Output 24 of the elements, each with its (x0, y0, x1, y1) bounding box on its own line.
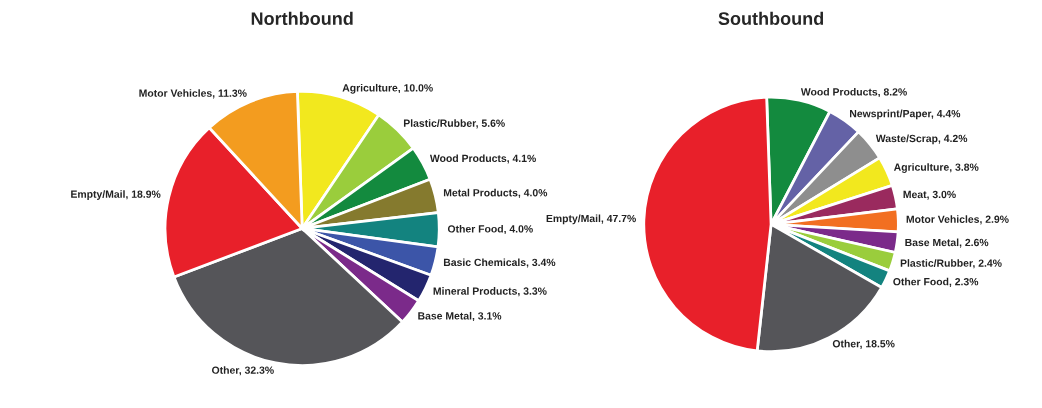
slice-label: Metal Products, 4.0% (443, 188, 548, 198)
slice-label: Motor Vehicles, 2.9% (906, 215, 1009, 225)
slice-label: Mineral Products, 3.3% (433, 287, 547, 297)
slice-label: Agriculture, 10.0% (342, 83, 433, 94)
chart-title: Northbound (251, 11, 353, 25)
slice-label: Agriculture, 3.8% (893, 163, 979, 173)
chart-title: Southbound (718, 11, 824, 25)
slice-label: Waste/Scrap, 4.2% (875, 134, 968, 145)
slice-label: Base Metal, 3.1% (418, 311, 502, 322)
slice-label: Base Metal, 2.6% (905, 238, 989, 248)
slice-label: Other, 32.3% (212, 366, 274, 376)
slice-label: Meat, 3.0% (903, 190, 956, 200)
slice-label: Motor Vehicles, 11.3% (139, 89, 247, 99)
slice-label: Other Food, 2.3% (893, 277, 979, 287)
slice-label: Plastic/Rubber, 2.4% (900, 259, 1002, 269)
slice-label: Wood Products, 4.1% (429, 154, 536, 164)
slice-label: Empty/Mail, 18.9% (71, 190, 161, 200)
slice-label: Other Food, 4.0% (447, 224, 533, 235)
slice-label: Newsprint/Paper, 4.4% (850, 109, 961, 120)
slice-label: Empty/Mail, 47.7% (546, 214, 636, 225)
slice-label: Other, 18.5% (832, 339, 895, 349)
slice-label: Wood Products, 8.2% (800, 87, 907, 98)
slice-label: Basic Chemicals, 3.4% (443, 258, 556, 268)
slice-label: Plastic/Rubber, 5.6% (403, 119, 505, 129)
